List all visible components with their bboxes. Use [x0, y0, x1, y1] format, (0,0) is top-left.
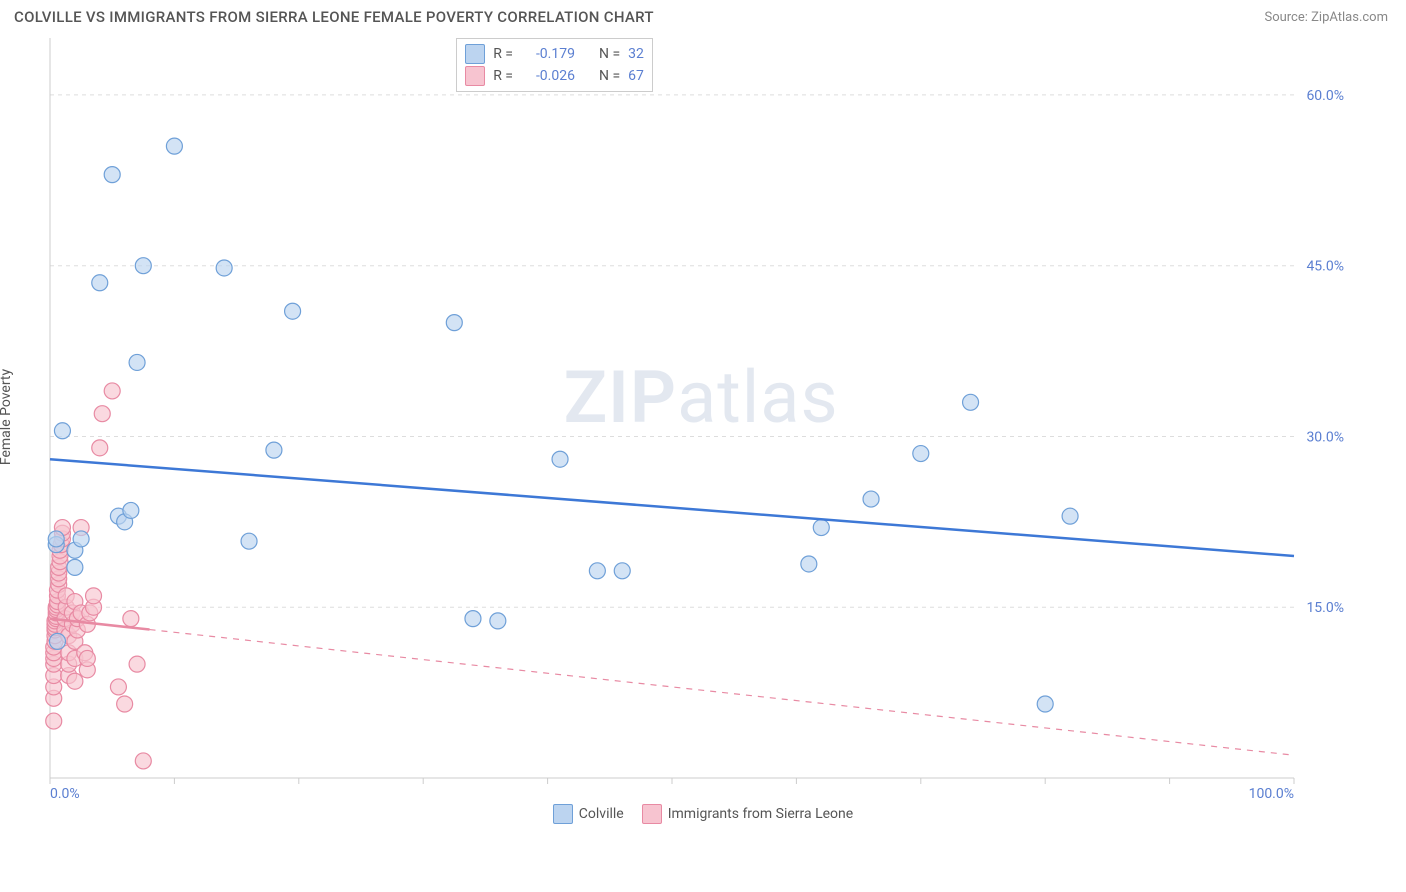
svg-text:100.0%: 100.0% — [1249, 786, 1294, 802]
y-axis-label: Female Poverty — [0, 369, 14, 465]
series-legend: Colville Immigrants from Sierra Leone — [0, 804, 1406, 824]
legend-entry: Immigrants from Sierra Leone — [642, 804, 853, 824]
correlation-legend: R = -0.179 N = 32 R = -0.026 N = 67 — [456, 38, 653, 92]
svg-text:0.0%: 0.0% — [50, 786, 80, 802]
chart-title: COLVILLE VS IMMIGRANTS FROM SIERRA LEONE… — [14, 8, 654, 26]
scatter-plot: 15.0% 30.0% 45.0% 60.0% 0.0% 100.0% — [14, 32, 1354, 802]
source-attribution: Source: ZipAtlas.com — [1264, 10, 1388, 25]
legend-row: R = -0.179 N = 32 — [465, 43, 644, 65]
legend-swatch — [553, 804, 573, 824]
legend-swatch — [465, 66, 485, 86]
legend-row: R = -0.026 N = 67 — [465, 65, 644, 87]
svg-text:60.0%: 60.0% — [1306, 88, 1344, 104]
legend-swatch — [465, 44, 485, 64]
header: COLVILLE VS IMMIGRANTS FROM SIERRA LEONE… — [0, 0, 1406, 30]
svg-text:15.0%: 15.0% — [1306, 600, 1344, 616]
svg-text:45.0%: 45.0% — [1306, 259, 1344, 275]
svg-text:30.0%: 30.0% — [1306, 429, 1344, 445]
source-link[interactable]: ZipAtlas.com — [1311, 10, 1388, 25]
legend-entry: Colville — [553, 804, 624, 824]
legend-swatch — [642, 804, 662, 824]
chart-container: Female Poverty 15.0%30.0%45.0%60.0%0.0%1… — [14, 32, 1388, 802]
